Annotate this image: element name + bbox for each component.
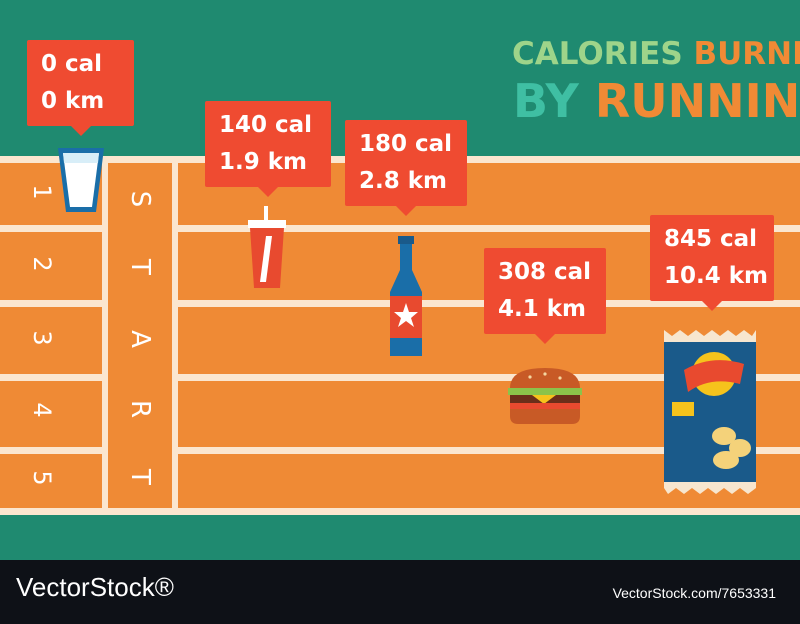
calories-value: 845 cal (664, 226, 758, 252)
distance-value: 1.9 km (219, 149, 308, 175)
lane-line (0, 447, 800, 454)
chips-bag-icon (664, 330, 756, 494)
beer-bottle-icon (390, 236, 422, 356)
calories-value: 0 cal (41, 51, 103, 77)
lane-line (0, 374, 800, 381)
title-word-calories: CALORIES (512, 36, 683, 72)
title-line-1: CALORIES BURNED (512, 36, 800, 72)
start-letter-r: R (125, 399, 155, 419)
title-word-running: RUNNING (594, 74, 800, 128)
title-line-2: BY RUNNING (513, 74, 800, 128)
lane-line (0, 225, 800, 232)
lane-number-3: 3 (28, 330, 56, 346)
footer-brand: VectorStock® (16, 572, 174, 602)
burger-icon (508, 368, 582, 424)
title-word-by: BY (513, 74, 579, 128)
start-letter-a: A (125, 330, 155, 348)
lane-number-4: 4 (28, 402, 56, 418)
callout-burger: 308 cal 4.1 km (484, 248, 606, 344)
callout-chips: 845 cal 10.4 km (650, 215, 774, 311)
start-box-border (172, 156, 178, 514)
footer-bar (0, 560, 800, 624)
lane-number-2: 2 (28, 256, 56, 272)
distance-value: 0 km (41, 88, 105, 114)
start-letter-t: T (125, 259, 155, 275)
start-letter-s: S (125, 190, 155, 208)
distance-value: 10.4 km (664, 263, 769, 289)
lane-line (0, 508, 800, 515)
start-letter-t2: T (125, 469, 155, 485)
lane-number-5: 5 (28, 470, 56, 486)
calories-value: 180 cal (359, 131, 453, 157)
start-box-border (102, 156, 108, 514)
callout-water: 0 cal 0 km (27, 40, 134, 136)
title-word-burned: BURNED (693, 36, 800, 72)
callout-soda: 140 cal 1.9 km (205, 101, 331, 197)
soda-cup-icon (248, 206, 286, 288)
callout-beer: 180 cal 2.8 km (345, 120, 467, 216)
water-glass-icon (58, 148, 104, 212)
calories-value: 140 cal (219, 112, 313, 138)
calories-value: 308 cal (498, 259, 592, 285)
start-box (108, 163, 172, 508)
distance-value: 2.8 km (359, 168, 448, 194)
distance-value: 4.1 km (498, 296, 587, 322)
lane-number-1: 1 (28, 184, 56, 200)
footer-image-id: VectorStock.com/7653331 (612, 585, 776, 601)
